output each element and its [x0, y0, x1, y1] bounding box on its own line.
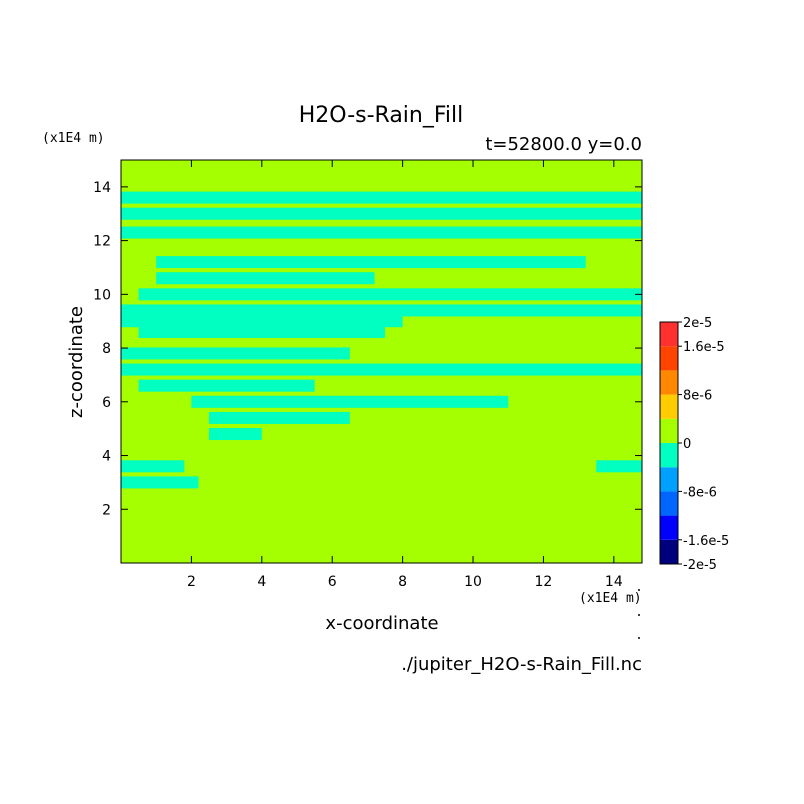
- colorbar-segment: [660, 418, 678, 443]
- heatmap-band: [121, 304, 642, 317]
- colorbar-segment: [660, 394, 678, 419]
- x-axis-label: x-coordinate: [325, 613, 438, 634]
- colorbar-segment: [660, 346, 678, 371]
- colorbar-tick-label: 1.6e-5: [683, 340, 725, 355]
- heatmap-band: [209, 428, 262, 441]
- colorbar-tick-label: -1.6e-5: [683, 534, 729, 549]
- small-mark-dot: [638, 589, 640, 591]
- heatmap-band: [596, 460, 642, 473]
- colorbar-tick-label: -2e-5: [683, 558, 717, 573]
- y-axis-ticks: 2 4 6 8 10 12 14: [93, 180, 642, 518]
- x-tick-label: 14: [605, 574, 623, 590]
- y-tick-label: 2: [102, 502, 111, 518]
- x-tick-label: 6: [328, 574, 337, 590]
- chart-title: H2O-s-Rain_Fill: [299, 103, 464, 128]
- plot-background: [121, 160, 642, 563]
- heatmap-band: [156, 272, 375, 285]
- heatmap-band: [121, 226, 642, 239]
- colorbar-tick-label: 2e-5: [683, 316, 712, 331]
- colorbar-tick-label: 0: [683, 437, 691, 452]
- y-unit-label: (x1E4 m): [42, 131, 105, 146]
- x-tick-label: 8: [398, 574, 407, 590]
- small-marks: [638, 589, 640, 639]
- heatmap-band: [138, 288, 642, 301]
- heatmap-field-layer: [121, 191, 642, 489]
- y-tick-label: 6: [102, 395, 111, 411]
- y-tick-label: 4: [102, 449, 111, 465]
- colorbar-segment: [660, 322, 678, 347]
- colorbar-segment: [660, 491, 678, 516]
- x-axis-ticks: 2 4 6 8 10 12 14: [187, 160, 623, 590]
- colorbar-tick-label: 8e-6: [683, 389, 712, 404]
- heatmap-band: [121, 191, 642, 204]
- colorbar-segment: [660, 515, 678, 540]
- colorbar-labels: 2e-5 1.6e-5 8e-6 0 -8e-6 -1.6e-5 -2e-5: [678, 316, 729, 573]
- heatmap-band: [121, 460, 185, 473]
- x-tick-label: 2: [187, 574, 196, 590]
- small-mark-dot: [638, 637, 640, 639]
- heatmap-band: [121, 347, 350, 360]
- x-tick-label: 4: [257, 574, 266, 590]
- small-mark-dot: [638, 614, 640, 616]
- colorbar-segment: [660, 539, 678, 564]
- heatmap-band: [138, 379, 315, 392]
- footer-filename: ./jupiter_H2O-s-Rain_Fill.nc: [401, 654, 642, 675]
- x-unit-label: (x1E4 m): [579, 591, 642, 606]
- y-tick-label: 8: [102, 341, 111, 357]
- heatmap-band: [209, 411, 350, 424]
- y-tick-label: 12: [93, 234, 111, 250]
- heatmap-band: [121, 476, 199, 489]
- plot-frame: [120, 159, 643, 564]
- colorbar-segment: [660, 467, 678, 492]
- plot-area: 2 4 6 8 10 12 14 2 4 6 8 10 12 14: [93, 159, 643, 590]
- y-axis-label: z-coordinate: [66, 306, 87, 418]
- y-tick-label: 14: [93, 180, 111, 196]
- colorbar-segment: [660, 443, 678, 468]
- colorbar-tick-label: -8e-6: [683, 485, 717, 500]
- heatmap-band: [121, 207, 642, 220]
- colorbar-segment: [660, 370, 678, 395]
- x-tick-label: 10: [464, 574, 482, 590]
- y-tick-label: 10: [93, 287, 111, 303]
- colorbar: [659, 321, 679, 565]
- x-tick-label: 12: [535, 574, 553, 590]
- chart-subtitle: t=52800.0 y=0.0: [485, 134, 642, 155]
- heatmap-band: [138, 325, 386, 338]
- heatmap-band: [121, 363, 642, 376]
- heatmap-band: [121, 315, 403, 328]
- heatmap-band: [191, 395, 509, 408]
- heatmap-band: [156, 256, 586, 269]
